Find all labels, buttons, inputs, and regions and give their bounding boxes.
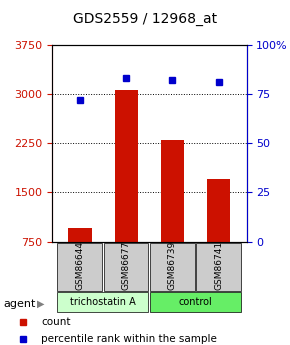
FancyBboxPatch shape — [150, 243, 195, 291]
Text: count: count — [41, 317, 71, 327]
FancyBboxPatch shape — [57, 292, 148, 313]
Bar — [207, 179, 230, 242]
FancyBboxPatch shape — [196, 243, 241, 291]
Text: percentile rank within the sample: percentile rank within the sample — [41, 334, 217, 344]
Text: agent: agent — [3, 299, 35, 309]
Bar — [115, 90, 138, 242]
FancyBboxPatch shape — [57, 243, 102, 291]
Text: ▶: ▶ — [37, 299, 45, 309]
Text: control: control — [179, 297, 213, 307]
Text: trichostatin A: trichostatin A — [70, 297, 136, 307]
Text: GSM86741: GSM86741 — [214, 241, 223, 290]
Text: GSM86644: GSM86644 — [75, 241, 84, 290]
Bar — [68, 228, 92, 242]
Bar — [161, 140, 184, 242]
FancyBboxPatch shape — [150, 292, 241, 313]
FancyBboxPatch shape — [104, 243, 148, 291]
Text: GSM86739: GSM86739 — [168, 241, 177, 290]
Text: GDS2559 / 12968_at: GDS2559 / 12968_at — [73, 12, 217, 26]
Text: GSM86677: GSM86677 — [122, 241, 131, 290]
